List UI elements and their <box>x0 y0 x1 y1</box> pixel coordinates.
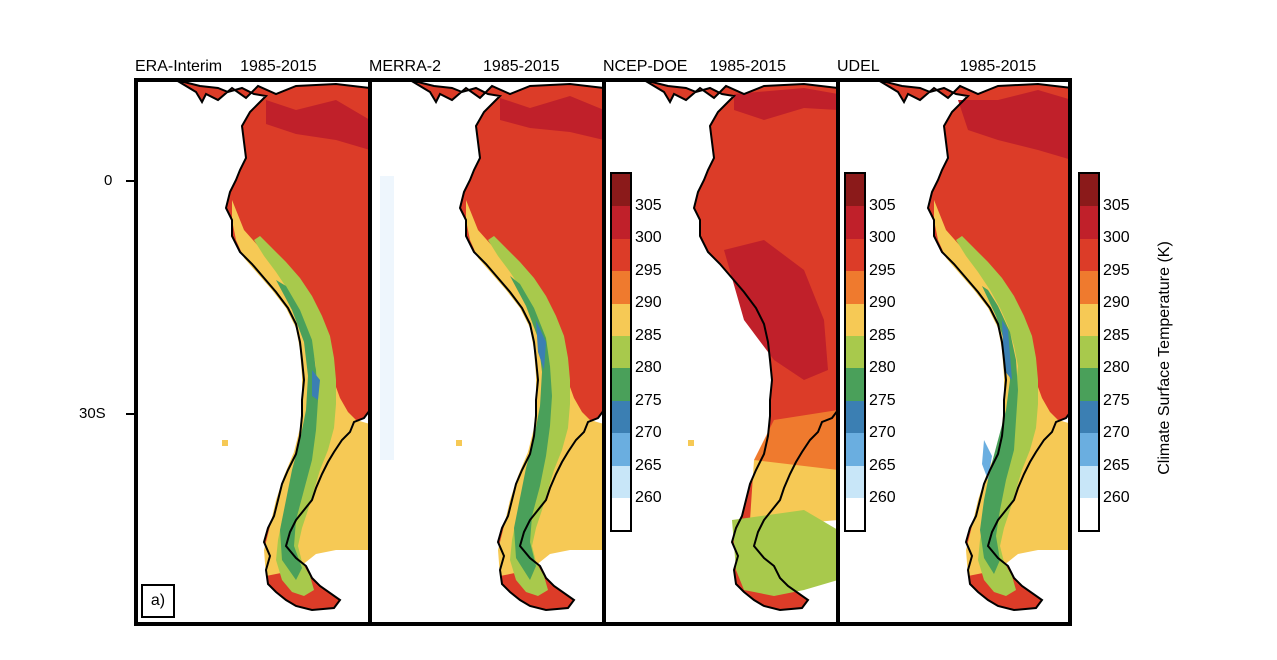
panel-title-era-interim: ERA-Interim 1985-2015 <box>135 58 317 75</box>
cbar2-tick-300: 300 <box>869 229 896 246</box>
cbar2-tick-290: 290 <box>869 294 896 311</box>
cbar3-tick-275: 275 <box>1103 392 1130 409</box>
panel-merra2 <box>380 80 604 611</box>
cbar2-tick-275: 275 <box>869 392 896 409</box>
cbar3-tick-290: 290 <box>1103 294 1130 311</box>
cbar2-tick-260: 260 <box>869 489 896 506</box>
latitude-label-30s: 30S <box>79 405 106 422</box>
colorbar-1 <box>610 172 632 533</box>
cbar3-tick-280: 280 <box>1103 359 1130 376</box>
cbar1-tick-290: 290 <box>635 294 662 311</box>
cbar2-tick-295: 295 <box>869 262 896 279</box>
cbar3-tick-265: 265 <box>1103 457 1130 474</box>
cbar3-tick-270: 270 <box>1103 424 1130 441</box>
cbar1-tick-295: 295 <box>635 262 662 279</box>
panel-frame-4 <box>836 78 1072 626</box>
panel-udel <box>877 80 1072 611</box>
cbar2-tick-280: 280 <box>869 359 896 376</box>
cbar1-tick-285: 285 <box>635 327 662 344</box>
cbar1-tick-265: 265 <box>635 457 662 474</box>
cbar3-tick-285: 285 <box>1103 327 1130 344</box>
cbar1-tick-275: 275 <box>635 392 662 409</box>
panel-title-udel: UDEL 1985-2015 <box>837 58 1037 75</box>
cbar2-tick-285: 285 <box>869 327 896 344</box>
cbar2-tick-270: 270 <box>869 424 896 441</box>
latitude-label-equator: 0 <box>104 172 113 189</box>
cbar1-tick-270: 270 <box>635 424 662 441</box>
colorbar-2 <box>844 172 866 533</box>
colorbar-title: Climate Surface Temperature (K) <box>1156 241 1173 475</box>
cbar1-tick-305: 305 <box>635 197 662 214</box>
cbar1-tick-260: 260 <box>635 489 662 506</box>
panel-ncep-doe <box>643 80 838 611</box>
cbar2-tick-265: 265 <box>869 457 896 474</box>
colorbar-3 <box>1078 172 1100 533</box>
panel-label: a) <box>141 584 175 618</box>
panel-era-interim <box>175 80 370 611</box>
panel-title-merra2: MERRA-2 1985-2015 <box>369 58 560 75</box>
cbar1-tick-280: 280 <box>635 359 662 376</box>
cbar3-tick-305: 305 <box>1103 197 1130 214</box>
panel-title-ncep-doe: NCEP-DOE 1985-2015 <box>603 58 786 75</box>
cbar1-tick-300: 300 <box>635 229 662 246</box>
cbar2-tick-305: 305 <box>869 197 896 214</box>
cbar3-tick-260: 260 <box>1103 489 1130 506</box>
cbar3-tick-300: 300 <box>1103 229 1130 246</box>
cbar3-tick-295: 295 <box>1103 262 1130 279</box>
